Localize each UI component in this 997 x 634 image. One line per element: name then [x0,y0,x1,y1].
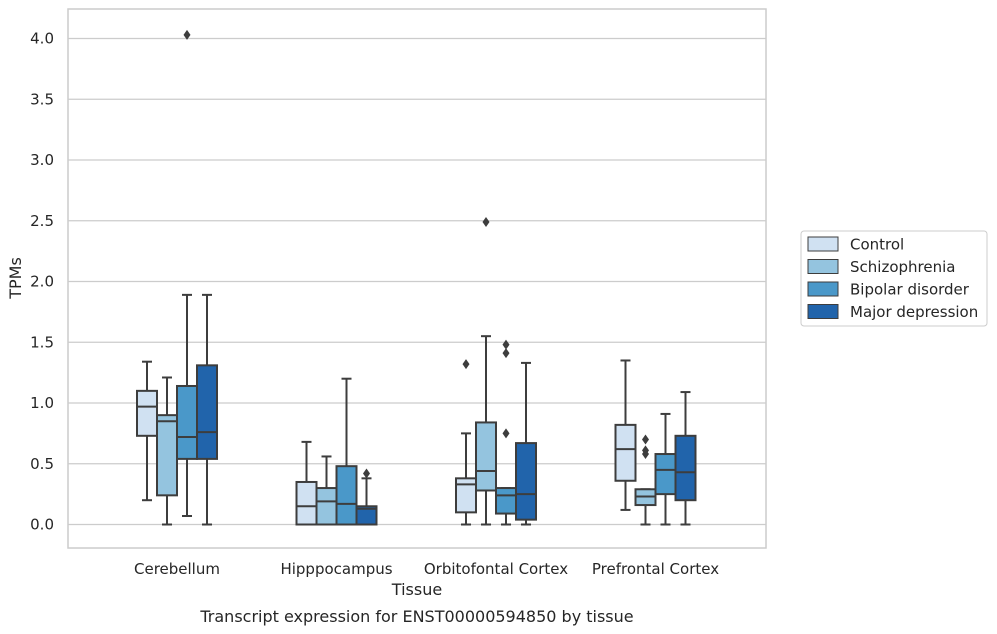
box-body [515,442,537,521]
box-1-1 [315,455,338,526]
outlier-point [462,359,470,370]
y-axis-ticks: 0.0 0.5 1.0 1.5 2.0 2.5 3.0 3.5 4.0 [30,30,54,534]
y-tick-label: 2.0 [30,273,54,291]
y-tick-label: 0.5 [30,455,54,473]
box-body [355,505,378,526]
y-tick-label: 3.5 [30,90,54,108]
box-1-0 [156,376,178,526]
legend: Control Schizophrenia Bipolar disorder Majo… [800,230,988,327]
x-tick-label: Prefrontal Cortex [592,560,719,578]
legend-label: Schizophrenia [850,258,955,276]
box-body [315,487,338,526]
box-3-1 [355,468,378,526]
y-tick-label: 3.0 [30,151,54,169]
box-3-3 [674,391,697,526]
x-tick-label: Hipppocampus [280,560,392,578]
box-3-2 [515,361,537,526]
x-axis-label: Tissue [391,580,442,599]
outlier-point [642,434,649,445]
box-0-1 [295,440,318,526]
box-body [176,384,198,460]
outlier-point [502,428,510,439]
box-0-3 [614,359,637,511]
y-tick-label: 4.0 [30,30,54,48]
legend-swatch [807,281,839,297]
box-body [455,477,477,514]
box-0-2 [455,359,477,526]
box-body [674,434,697,502]
legend-label: Major depression [850,303,978,321]
outlier-point [183,29,191,40]
box-body [475,421,497,492]
plot-area [136,29,697,526]
box-body [156,414,178,497]
box-3-0 [196,293,218,526]
legend-label: Bipolar disorder [850,281,970,299]
y-tick-label: 0.0 [30,516,54,534]
box-body [136,389,158,437]
x-axis-ticks: Cerebellum Hipppocampus Orbitofontal Corte… [134,560,719,578]
box-body [196,364,218,460]
box-0-0 [136,360,158,502]
box-body [295,480,318,526]
y-tick-label: 2.5 [30,212,54,230]
y-tick-label: 1.0 [30,394,54,412]
y-axis-label: TPMs [6,257,25,300]
box-2-1 [335,377,358,526]
outlier-point [363,468,370,479]
legend-swatch [807,259,839,274]
box-1-2 [475,216,497,526]
legend-label: Control [850,236,904,254]
x-tick-label: Orbitofontal Cortex [424,560,568,578]
outlier-point [502,339,510,350]
x-tick-label: Cerebellum [134,560,220,578]
y-tick-label: 1.5 [30,333,54,351]
box-body [654,453,677,496]
legend-frame [800,230,988,327]
box-body [614,423,637,482]
box-1-3 [634,434,657,526]
box-body [495,487,517,515]
plot-frame [67,8,767,549]
outlier-point [482,216,490,227]
legend-swatch [807,304,839,319]
box-body [335,465,358,526]
chart-caption: Transcript expression for ENST0000059485… [199,607,633,626]
legend-swatch [807,236,839,252]
outlier-point [502,348,510,359]
outlier-point [642,445,649,456]
